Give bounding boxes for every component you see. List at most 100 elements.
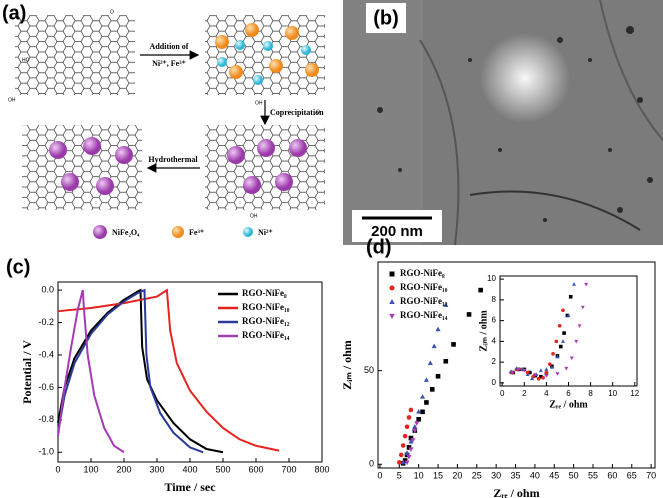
x-tick-label: 50 bbox=[569, 470, 579, 480]
x-tick-label: 35 bbox=[511, 470, 521, 480]
panel-label: (d) bbox=[366, 236, 392, 258]
x-tick-label: 600 bbox=[248, 464, 263, 474]
group-label: OH bbox=[255, 100, 263, 106]
legend-label: RGO-NiFe₁₀ bbox=[400, 282, 448, 292]
x-tick-label: 6 bbox=[566, 389, 571, 398]
data-point bbox=[544, 374, 549, 378]
data-point bbox=[404, 424, 410, 430]
legend-label: RGO-NiFe₁₂ bbox=[400, 296, 448, 306]
data-point bbox=[400, 459, 406, 465]
data-point bbox=[412, 424, 418, 429]
data-point bbox=[561, 308, 565, 313]
data-point bbox=[435, 373, 441, 379]
data-point bbox=[402, 433, 408, 439]
step-label: Ni²⁺, Fe³⁺ bbox=[152, 59, 186, 68]
x-tick-label: 0 bbox=[377, 470, 382, 480]
x-tick-label: 20 bbox=[452, 470, 462, 480]
data-point bbox=[429, 387, 435, 392]
legend-label: RGO-NiFe₁₀ bbox=[242, 302, 290, 312]
data-point bbox=[408, 435, 414, 441]
y-axis-label: Zᵢₘ / ohm bbox=[478, 310, 489, 352]
y-tick-label: -0.6 bbox=[38, 382, 54, 392]
x-tick-label: 60 bbox=[607, 470, 617, 480]
data-point bbox=[389, 314, 395, 319]
x-tick-label: 4 bbox=[544, 389, 549, 398]
y-tick-label: -0.2 bbox=[38, 317, 54, 327]
y-tick-label: 0 bbox=[492, 378, 497, 387]
x-tick-label: 10 bbox=[608, 389, 617, 398]
x-tick-label: 40 bbox=[530, 470, 540, 480]
x-tick-label: 5 bbox=[397, 470, 402, 480]
legend-label: RGO-NiFe₁₂ bbox=[242, 316, 290, 326]
data-point bbox=[404, 452, 410, 458]
x-tick-label: 500 bbox=[215, 464, 230, 474]
ions bbox=[215, 23, 319, 85]
y-tick-label: 8 bbox=[492, 295, 497, 304]
data-point bbox=[544, 367, 549, 371]
panel-label: (c) bbox=[6, 256, 30, 278]
legend-label: RGO-NiFe₈ bbox=[242, 288, 287, 298]
data-point bbox=[541, 375, 545, 380]
legend-swatch bbox=[93, 225, 107, 239]
group-label: O bbox=[110, 9, 114, 15]
y-tick-label: 4 bbox=[492, 336, 497, 345]
data-point bbox=[435, 326, 441, 332]
data-line bbox=[57, 288, 204, 454]
y-tick-label: 10 bbox=[487, 274, 496, 283]
data-point bbox=[568, 294, 573, 299]
data-point bbox=[547, 362, 552, 367]
data-point bbox=[398, 452, 404, 458]
data-point bbox=[424, 400, 429, 405]
data-point bbox=[584, 282, 589, 287]
y-tick-label: 0 bbox=[369, 459, 374, 469]
data-point bbox=[533, 373, 538, 377]
data-point bbox=[404, 450, 410, 455]
x-tick-label: 0 bbox=[55, 464, 60, 474]
nanoparticles bbox=[49, 137, 307, 195]
x-axis-label: Zᵣₑ / ohm bbox=[549, 399, 588, 410]
y-axis-label: Potential / V bbox=[20, 340, 34, 404]
data-point bbox=[416, 417, 421, 422]
x-tick-label: 30 bbox=[491, 470, 501, 480]
data-point bbox=[560, 339, 565, 343]
group-label: OH bbox=[250, 213, 258, 219]
data-point bbox=[574, 339, 579, 344]
x-tick-label: 800 bbox=[314, 464, 329, 474]
data-point bbox=[572, 282, 577, 286]
data-line bbox=[57, 288, 224, 454]
data-point bbox=[416, 409, 422, 414]
data-point bbox=[414, 421, 420, 426]
data-point bbox=[397, 460, 402, 465]
data-point bbox=[555, 372, 560, 376]
data-point bbox=[427, 360, 433, 365]
group-label: HO bbox=[22, 57, 30, 63]
data-point bbox=[478, 287, 483, 293]
graphene-sheet bbox=[15, 15, 135, 95]
legend-swatch bbox=[172, 226, 184, 238]
data-point bbox=[412, 428, 418, 434]
y-tick-label: 2 bbox=[492, 357, 497, 366]
data-point bbox=[408, 407, 414, 413]
step-label: Hydrothermal bbox=[148, 155, 198, 164]
data-point bbox=[431, 343, 437, 349]
data-point bbox=[557, 324, 562, 328]
plot-frame bbox=[57, 281, 323, 463]
data-point bbox=[551, 352, 555, 356]
group-label: O bbox=[316, 109, 320, 115]
y-tick-label: 6 bbox=[492, 316, 497, 325]
scale-bar-label: 200 nm bbox=[371, 223, 423, 240]
data-point bbox=[525, 372, 530, 377]
data-point bbox=[404, 460, 410, 466]
legend-label: RGO-NiFe₁₄ bbox=[242, 330, 290, 340]
data-point bbox=[558, 344, 563, 349]
legend-label: RGO-NiFe₈ bbox=[400, 268, 445, 278]
x-axis-label: Time / sec bbox=[164, 480, 216, 494]
y-tick-label: 50 bbox=[364, 365, 374, 375]
step-label: Addition of bbox=[150, 42, 189, 51]
data-point bbox=[555, 354, 560, 359]
data-point bbox=[544, 370, 549, 375]
data-point bbox=[408, 439, 414, 444]
legend-swatch bbox=[243, 227, 253, 237]
data-point bbox=[530, 376, 535, 381]
